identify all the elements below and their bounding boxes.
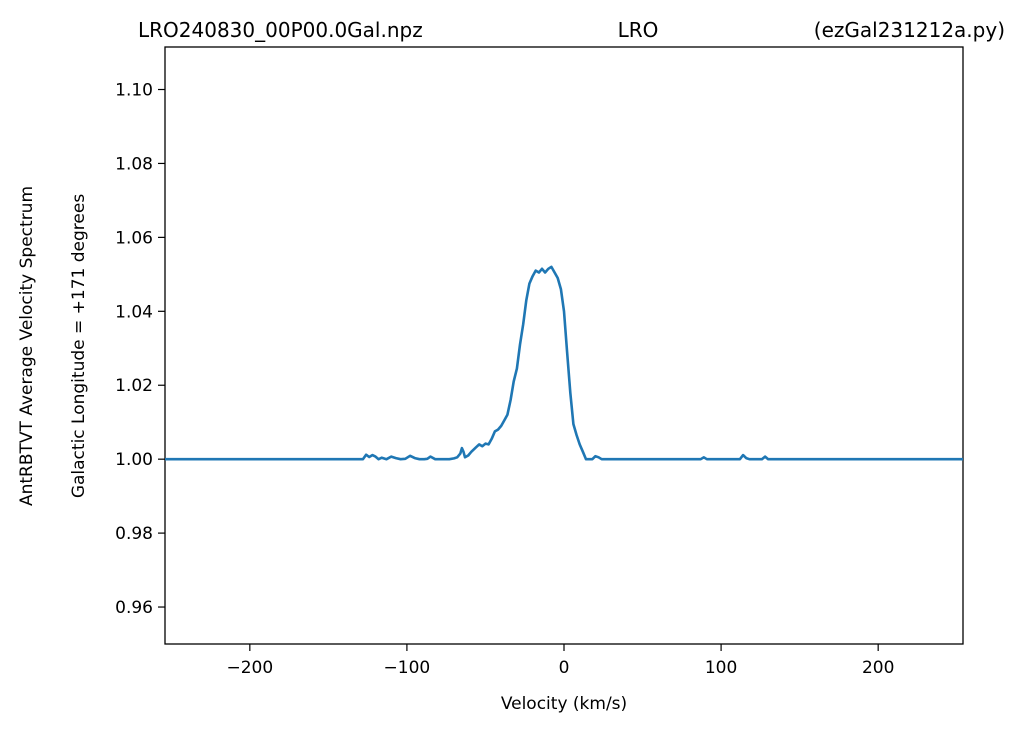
- y-axis-ticks: 0.96 0.98 1.00 1.02 1.04 1.06 1.08 1.10: [115, 81, 165, 618]
- y-axis-label: AntRBTVT Average Velocity Spectrum: [17, 186, 37, 506]
- chart-title-script: (ezGal231212a.py): [814, 18, 1005, 42]
- plot-area: [164, 46, 964, 645]
- y-tick-label: 0.98: [115, 524, 153, 544]
- x-tick-label: −200: [226, 658, 273, 678]
- x-tick-label: 100: [705, 658, 737, 678]
- chart-title-observatory: LRO: [618, 18, 659, 42]
- y-tick-label: 1.06: [115, 228, 153, 248]
- y-tick-label: 1.08: [115, 154, 153, 174]
- chart-title-filename: LRO240830_00P00.0Gal.npz: [138, 18, 423, 42]
- x-tick-label: 0: [559, 658, 570, 678]
- y-tick-label: 1.10: [115, 81, 153, 101]
- y-tick-label: 1.00: [115, 450, 153, 470]
- y-tick-label: 1.04: [115, 302, 153, 322]
- x-axis-label: Velocity (km/s): [501, 694, 627, 714]
- x-tick-label: 200: [862, 658, 894, 678]
- y-tick-label: 0.96: [115, 598, 153, 618]
- x-axis-ticks: −200 −100 0 100 200: [226, 644, 894, 678]
- y-tick-label: 1.02: [115, 376, 153, 396]
- x-tick-label: −100: [384, 658, 431, 678]
- y-axis-sublabel: Galactic Longitude = +171 degrees: [69, 194, 89, 498]
- series-line: [165, 265, 963, 461]
